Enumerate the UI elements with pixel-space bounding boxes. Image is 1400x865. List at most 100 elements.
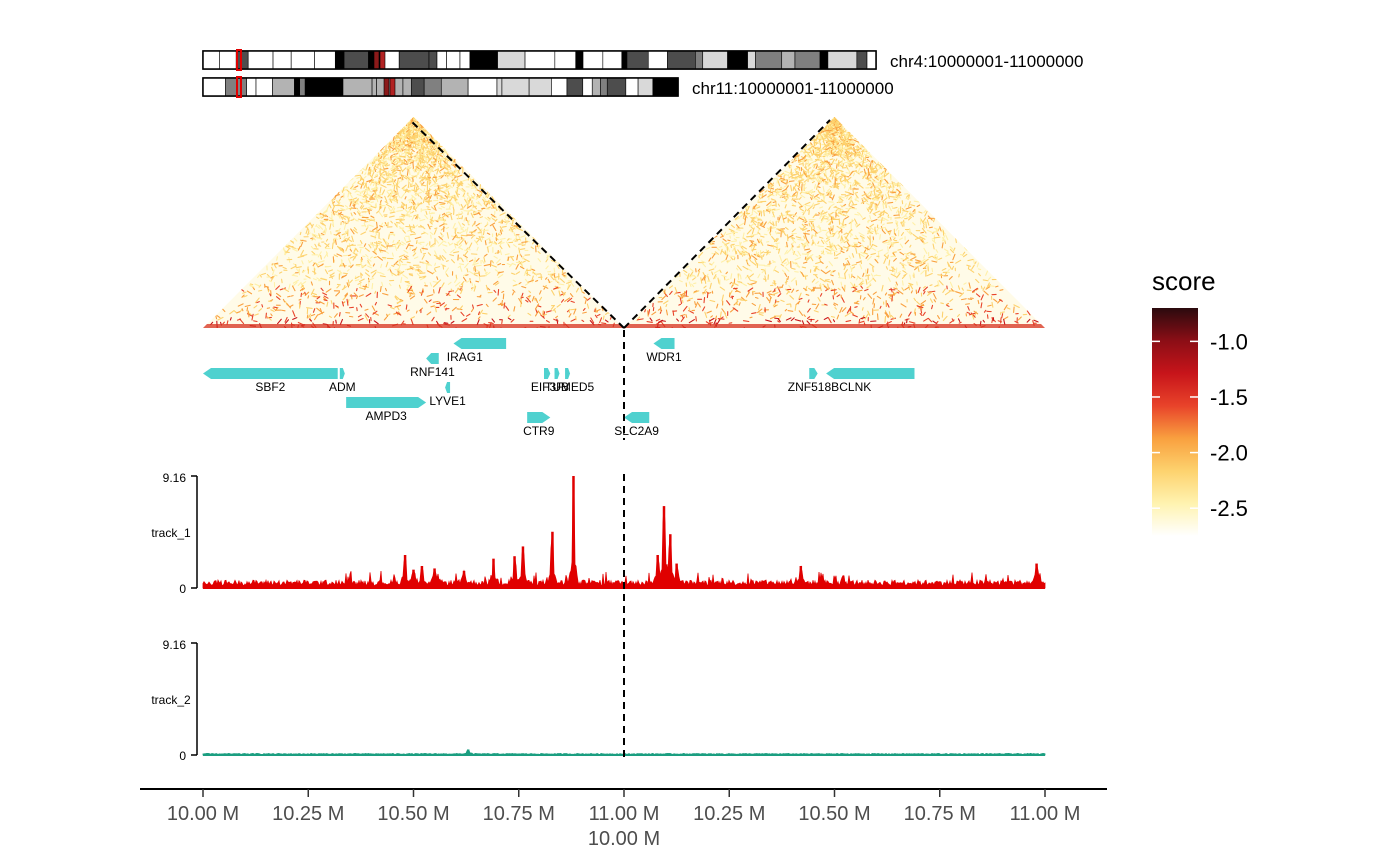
ideogram-band	[398, 50, 430, 70]
hic-contact	[811, 194, 814, 199]
hic-contact	[494, 206, 498, 212]
hic-contact	[353, 197, 358, 200]
hic-contact	[381, 281, 384, 287]
hic-contact	[357, 211, 361, 217]
ideogram-centromere	[379, 50, 386, 70]
hic-contact	[456, 174, 463, 178]
hic-contact	[507, 244, 511, 248]
hic-contact	[918, 303, 924, 309]
hic-contact	[470, 179, 474, 187]
hic-contact	[472, 211, 478, 215]
hic-contact	[870, 192, 874, 197]
hic-contact	[401, 241, 406, 245]
hic-contact	[825, 174, 829, 181]
hic-contact	[975, 288, 979, 291]
hic-contact	[883, 258, 887, 264]
hic-contact	[384, 201, 389, 204]
hic-contact	[746, 229, 752, 235]
hic-contact	[331, 242, 334, 250]
hic-contact	[438, 214, 441, 219]
hic-contact	[706, 291, 709, 299]
hic-contact	[756, 206, 761, 209]
hic-contact	[419, 123, 425, 128]
hic-contact	[777, 320, 780, 323]
hic-contact	[417, 242, 422, 245]
hic-contact	[468, 271, 475, 275]
hic-contact	[382, 154, 387, 160]
hic-contact	[335, 291, 341, 297]
hic-contact	[545, 310, 552, 313]
hic-contact	[825, 149, 831, 152]
hic-contact	[683, 269, 688, 274]
hic-contact	[310, 281, 313, 286]
hic-contact	[420, 182, 423, 187]
hic-contact	[863, 252, 869, 255]
hic-contact	[444, 167, 449, 171]
hic-contact	[714, 251, 719, 255]
hic-contact	[319, 308, 323, 315]
hic-contact	[961, 287, 964, 291]
hic-contact	[895, 227, 899, 231]
hic-contact	[887, 201, 894, 204]
hic-contact	[374, 290, 377, 294]
hic-contact	[290, 295, 294, 297]
hic-contact	[560, 299, 565, 303]
hic-contact	[793, 156, 798, 163]
hic-contact	[752, 203, 758, 210]
hic-contact	[871, 238, 875, 243]
hic-contact	[841, 137, 846, 140]
hic-contact	[323, 209, 328, 214]
hic-contact	[836, 201, 843, 204]
hic-contact	[352, 217, 358, 222]
hic-contact	[963, 282, 967, 285]
hic-contact	[814, 274, 819, 279]
ideogram-band	[440, 77, 469, 97]
hic-contact	[737, 280, 740, 284]
hic-contact	[920, 258, 926, 263]
hic-contact	[822, 186, 825, 193]
hic-contact	[861, 244, 867, 250]
hic-contact	[239, 318, 245, 325]
hic-contact	[462, 276, 467, 282]
hic-contact	[867, 310, 871, 316]
hic-contact	[973, 310, 979, 315]
hic-contact	[856, 211, 860, 215]
hic-contact	[812, 197, 817, 200]
hic-contact	[431, 177, 436, 184]
hic-contact	[816, 174, 823, 179]
hic-contact	[299, 288, 304, 292]
hic-contact	[423, 231, 429, 235]
hic-contact	[738, 211, 743, 214]
hic-contact	[396, 148, 401, 153]
hic-contact	[727, 239, 731, 242]
hic-contact	[840, 209, 844, 216]
hic-contact	[853, 155, 858, 160]
hic-contact	[866, 190, 872, 196]
hic-contact	[501, 225, 507, 228]
hic-contact	[534, 303, 540, 310]
hic-contact	[419, 195, 423, 200]
hic-contact	[360, 258, 363, 263]
ideogram-band	[202, 50, 220, 70]
hic-contact	[447, 184, 453, 189]
hic-contact	[273, 306, 278, 309]
hic-contact	[413, 156, 417, 160]
hic-contact	[415, 182, 420, 188]
hic-contact	[478, 271, 481, 278]
hic-contact	[412, 153, 419, 157]
hic-contact	[370, 269, 377, 274]
hic-contact	[415, 165, 422, 171]
hic-contact	[923, 241, 929, 245]
hic-contact	[390, 206, 395, 212]
hic-contact	[794, 257, 801, 261]
hic-contact	[316, 296, 321, 300]
hic-contact	[775, 190, 779, 196]
hic-contact	[417, 168, 421, 175]
hic-contact	[801, 223, 806, 228]
hic-contact	[379, 186, 382, 194]
hic-contact	[844, 312, 851, 317]
hic-contact	[307, 313, 312, 319]
hic-contact	[491, 204, 495, 209]
hic-contact	[602, 315, 605, 320]
hic-contact	[810, 190, 814, 194]
